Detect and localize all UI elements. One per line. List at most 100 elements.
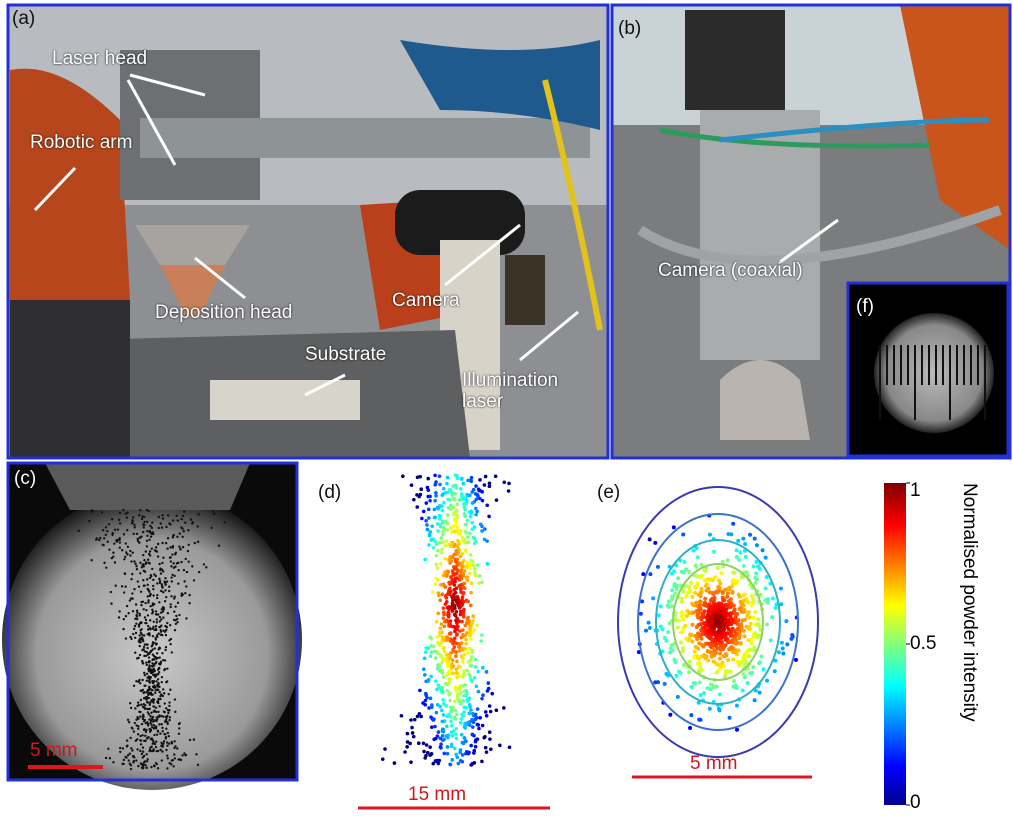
particle <box>145 550 147 552</box>
particle <box>446 752 450 756</box>
particle <box>144 571 146 573</box>
particle <box>648 537 652 541</box>
particle <box>161 514 163 516</box>
particle <box>152 585 154 587</box>
particle <box>146 530 148 532</box>
particle <box>474 484 478 488</box>
particle <box>168 693 170 695</box>
particle <box>148 664 150 666</box>
particle <box>143 685 145 687</box>
particle <box>469 744 473 748</box>
particle <box>429 538 433 542</box>
particle <box>702 691 706 695</box>
particle <box>174 745 176 747</box>
particle <box>119 546 121 548</box>
particle <box>466 600 470 604</box>
particle <box>743 608 747 612</box>
particle <box>137 728 139 730</box>
particle <box>425 501 429 505</box>
particle <box>494 474 498 478</box>
particle <box>714 651 718 655</box>
particle <box>165 542 167 544</box>
particle <box>469 604 473 608</box>
particle <box>148 670 150 672</box>
particle <box>442 646 446 650</box>
particle <box>150 532 152 534</box>
particle <box>152 579 154 581</box>
particle <box>434 656 438 660</box>
particle <box>186 571 188 573</box>
particle <box>753 576 757 580</box>
particle <box>176 562 178 564</box>
particle <box>471 622 475 626</box>
particle <box>450 730 454 734</box>
particle <box>442 713 446 717</box>
particle <box>152 653 154 655</box>
particle <box>474 740 478 744</box>
particle <box>449 720 453 724</box>
particle <box>729 597 733 601</box>
particle <box>147 628 149 630</box>
particle <box>697 609 701 613</box>
particle <box>132 516 134 518</box>
particle <box>476 563 480 567</box>
particle <box>453 700 457 704</box>
particle <box>737 636 741 640</box>
particle <box>472 536 476 540</box>
particle <box>455 486 459 490</box>
particle <box>465 519 469 523</box>
particle <box>129 599 131 601</box>
particle <box>753 610 757 614</box>
particle <box>146 673 148 675</box>
panel-label: (d) <box>318 482 341 503</box>
particle <box>145 697 147 699</box>
particle <box>752 564 756 568</box>
particle <box>435 759 439 763</box>
particle <box>143 559 145 561</box>
particle <box>466 561 470 565</box>
particle <box>140 632 142 634</box>
particle <box>155 706 157 708</box>
particle <box>142 563 144 565</box>
particle <box>443 620 447 624</box>
particle <box>126 605 128 607</box>
particle <box>441 698 445 702</box>
particle <box>460 565 464 569</box>
particle <box>99 537 101 539</box>
particle <box>675 674 679 678</box>
particle <box>147 599 149 601</box>
particle <box>157 689 159 691</box>
particle <box>473 628 477 632</box>
particle <box>161 542 163 544</box>
particle <box>141 723 143 725</box>
particle <box>188 544 190 546</box>
particle <box>469 637 473 641</box>
particle <box>157 767 159 769</box>
particle <box>468 531 472 535</box>
particle <box>432 645 436 649</box>
particle <box>144 616 146 618</box>
particle <box>172 562 174 564</box>
particle <box>133 628 135 630</box>
particle <box>473 676 477 680</box>
particle <box>419 493 423 497</box>
particle <box>148 510 150 512</box>
particle <box>170 595 172 597</box>
particle <box>466 579 470 583</box>
particle <box>423 673 427 677</box>
particle <box>145 609 147 611</box>
particle <box>453 518 457 522</box>
particle <box>722 610 726 614</box>
particle <box>447 693 451 697</box>
particle <box>770 615 774 619</box>
particle <box>184 592 186 594</box>
particle <box>462 608 466 612</box>
particle <box>103 562 105 564</box>
particle <box>142 601 144 603</box>
particle <box>771 597 775 601</box>
particle <box>141 566 143 568</box>
particle <box>690 595 694 599</box>
particle <box>779 587 783 591</box>
particle <box>126 529 128 531</box>
particle <box>129 550 131 552</box>
